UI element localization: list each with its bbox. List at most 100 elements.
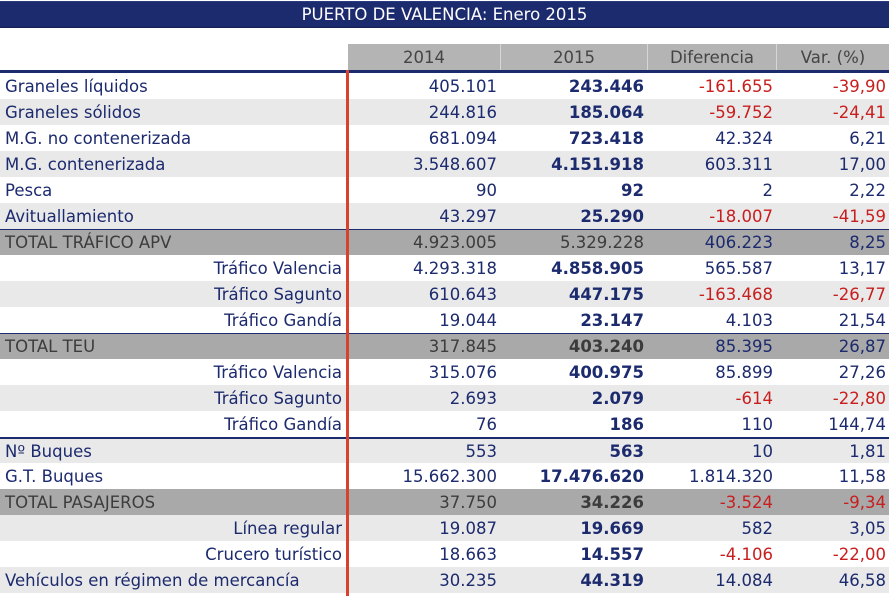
table-row: Tráfico Valencia 315.076 400.975 85.899 … (0, 359, 889, 385)
table-row: Nº Buques 553 563 10 1,81 (0, 437, 889, 463)
cell-var: 3,05 (849, 518, 886, 538)
cell-var: 6,21 (849, 128, 886, 148)
cell-var: 27,26 (838, 362, 886, 382)
row-label: Tráfico Sagunto (214, 284, 342, 304)
cell-diferencia: 603.311 (704, 154, 773, 174)
table-row: Graneles sólidos 244.816 185.064 -59.752… (0, 99, 889, 125)
table-row: Pesca 90 92 2 2,22 (0, 177, 889, 203)
column-header-2014: 2014 (348, 44, 501, 71)
table-row: Tráfico Sagunto 610.643 447.175 -163.468… (0, 281, 889, 307)
row-label: Tráfico Gandía (224, 414, 342, 434)
cell-2015: 14.557 (580, 544, 644, 564)
column-header-diferencia: Diferencia (648, 44, 777, 71)
cell-var: 17,00 (838, 154, 886, 174)
column-header-2015: 2015 (501, 44, 648, 71)
cell-2015: 4.858.905 (551, 258, 644, 278)
cell-2015: 447.175 (568, 284, 644, 304)
cell-var: 13,17 (838, 258, 886, 278)
table-row: Crucero turístico 18.663 14.557 -4.106 -… (0, 541, 889, 567)
cell-2014: 610.643 (428, 284, 497, 304)
cell-diferencia: 10 (752, 441, 773, 461)
row-label: TOTAL TRÁFICO APV (5, 233, 172, 252)
cell-2015: 34.226 (580, 492, 644, 512)
cell-2015: 17.476.620 (539, 466, 644, 486)
cell-2014: 30.235 (439, 570, 497, 590)
cell-var: -41,59 (832, 206, 886, 226)
cell-diferencia: 110 (741, 414, 774, 434)
label-column-divider (346, 70, 349, 596)
cell-2015: 2.079 (591, 388, 644, 408)
cell-2014: 19.044 (439, 310, 497, 330)
cell-2015: 4.151.918 (551, 154, 644, 174)
cell-diferencia: 2 (762, 180, 774, 200)
cell-var: 1,81 (849, 441, 886, 461)
row-label: Pesca (5, 180, 53, 200)
row-label: Nº Buques (5, 441, 92, 461)
cell-2014: 4.923.005 (413, 233, 497, 252)
row-label: M.G. no contenerizada (5, 128, 192, 148)
cell-2014: 76 (476, 414, 497, 434)
cell-diferencia: 42.324 (715, 128, 773, 148)
cell-diferencia: -614 (735, 388, 773, 408)
table-row-total: TOTAL TRÁFICO APV 4.923.005 5.329.228 40… (0, 229, 889, 255)
table-row: Graneles líquidos 405.101 243.446 -161.6… (0, 73, 889, 99)
row-label: Tráfico Valencia (213, 258, 342, 278)
cell-var: -22,00 (832, 544, 886, 564)
row-label: Tráfico Gandía (224, 310, 342, 330)
cell-var: 144,74 (828, 414, 886, 434)
traffic-table: Graneles líquidos 405.101 243.446 -161.6… (0, 73, 889, 593)
cell-diferencia: 85.899 (715, 362, 773, 382)
table-title: PUERTO DE VALENCIA: Enero 2015 (0, 1, 889, 28)
row-label: M.G. contenerizada (5, 154, 166, 174)
cell-2015: 723.418 (568, 128, 644, 148)
cell-var: 21,54 (838, 310, 886, 330)
cell-diferencia: 14.084 (715, 570, 773, 590)
cell-2014: 4.293.318 (413, 258, 497, 278)
cell-2014: 553 (465, 441, 498, 461)
cell-2014: 244.816 (428, 102, 497, 122)
column-header-row: 2014 2015 Diferencia Var. (%) (348, 44, 889, 71)
table-row: M.G. no contenerizada 681.094 723.418 42… (0, 125, 889, 151)
row-label: Graneles sólidos (5, 102, 141, 122)
row-label: TOTAL PASAJEROS (5, 492, 156, 512)
cell-2014: 90 (476, 180, 497, 200)
cell-2015: 25.290 (580, 206, 644, 226)
cell-2014: 681.094 (428, 128, 497, 148)
row-label: Tráfico Sagunto (214, 388, 342, 408)
cell-diferencia: -161.655 (698, 76, 773, 96)
table-row: M.G. contenerizada 3.548.607 4.151.918 6… (0, 151, 889, 177)
cell-diferencia: 1.814.320 (689, 466, 773, 486)
cell-var: -22,80 (832, 388, 886, 408)
table-row: Tráfico Gandía 19.044 23.147 4.103 21,54 (0, 307, 889, 333)
cell-2015: 19.669 (580, 518, 644, 538)
cell-2015: 563 (609, 441, 644, 461)
column-header-var: Var. (%) (800, 48, 866, 67)
cell-diferencia: -18.007 (709, 206, 773, 226)
table-row: Tráfico Gandía 76 186 110 144,74 (0, 411, 889, 437)
cell-var: -26,77 (832, 284, 886, 304)
row-label: TOTAL TEU (5, 337, 96, 356)
cell-diferencia: 582 (741, 518, 774, 538)
cell-diferencia: -59.752 (709, 102, 773, 122)
table-row: Tráfico Valencia 4.293.318 4.858.905 565… (0, 255, 889, 281)
row-label: Graneles líquidos (5, 76, 148, 96)
header-divider (0, 70, 889, 73)
cell-diferencia: 4.103 (725, 310, 773, 330)
cell-var: 26,87 (838, 337, 886, 356)
row-label: Avituallamiento (5, 206, 134, 226)
cell-2014: 2.693 (449, 388, 497, 408)
row-label: Crucero turístico (205, 544, 342, 564)
cell-2015: 5.329.228 (560, 233, 644, 252)
cell-var: 11,58 (838, 466, 886, 486)
cell-2014: 3.548.607 (413, 154, 497, 174)
table-row-total: TOTAL PASAJEROS 37.750 34.226 -3.524 -9,… (0, 489, 889, 515)
cell-2015: 44.319 (580, 570, 644, 590)
cell-2015: 243.446 (568, 76, 644, 96)
cell-2014: 315.076 (428, 362, 497, 382)
table-row: Avituallamiento 43.297 25.290 -18.007 -4… (0, 203, 889, 229)
cell-var: -39,90 (832, 76, 886, 96)
cell-2015: 23.147 (580, 310, 644, 330)
cell-var: 8,25 (849, 233, 886, 252)
cell-2014: 37.750 (439, 492, 497, 512)
cell-2015: 403.240 (568, 337, 644, 356)
